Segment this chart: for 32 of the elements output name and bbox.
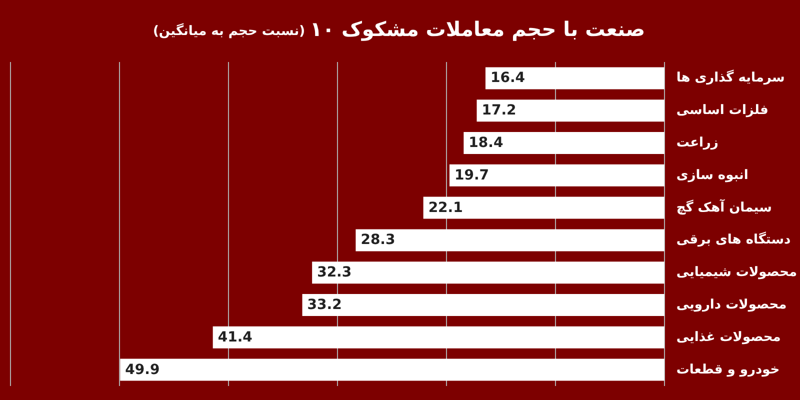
- chart-title: ۱۰ صنعت با حجم معاملات مشکوک: [310, 17, 646, 41]
- bar: [212, 326, 664, 348]
- data-label: 33.2: [307, 297, 342, 313]
- y-tick-label: انبوه سازی: [676, 168, 748, 183]
- bar: [464, 132, 664, 154]
- data-label: 22.1: [428, 200, 463, 216]
- bar: [476, 100, 664, 122]
- bar: [423, 196, 664, 219]
- y-tick-label: سیمان آهک گچ: [676, 198, 772, 216]
- y-tick-label: زراعت: [676, 136, 718, 150]
- data-label: 32.3: [317, 264, 352, 281]
- y-tick-label: سرمایه گذاری ها: [676, 70, 785, 86]
- y-tick-label: فلزات اساسی: [676, 103, 768, 118]
- data-label: 49.9: [125, 362, 160, 378]
- bar: [312, 262, 664, 284]
- bar: [356, 229, 664, 252]
- chart-subtitle: (نسبت حجم به میانگین): [152, 23, 306, 39]
- bar: [302, 294, 664, 316]
- bar: [449, 164, 664, 186]
- data-label: 18.4: [468, 135, 504, 151]
- y-tick-label: محصولات غذایی: [676, 330, 781, 345]
- bar: [120, 358, 664, 381]
- data-label: 16.4: [490, 70, 526, 86]
- data-label: 17.2: [482, 102, 516, 119]
- data-label: 19.7: [454, 167, 490, 184]
- bar: [485, 67, 664, 90]
- y-tick-label: دستگاه های برقی: [676, 232, 792, 248]
- y-tick-label: خودرو و قطعات: [676, 362, 780, 378]
- y-tick-label: محصولات دارویی: [676, 298, 787, 312]
- y-tick-label: محصولات شیمیایی: [676, 265, 798, 280]
- data-label: 41.4: [218, 329, 253, 346]
- data-label: 28.3: [360, 232, 396, 248]
